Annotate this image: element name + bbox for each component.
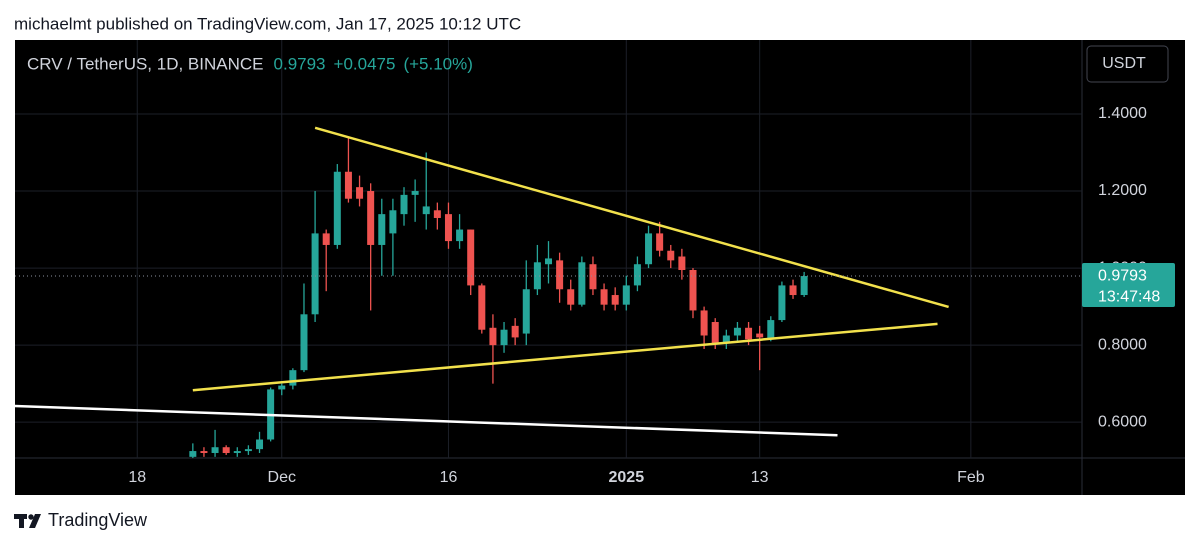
- candle-body: [589, 264, 597, 290]
- x-tick-label: 16: [440, 469, 458, 486]
- candle-body: [711, 322, 719, 344]
- y-tick-label: 1.2000: [1098, 182, 1147, 199]
- currency-label[interactable]: USDT: [1102, 55, 1146, 72]
- legend-change-percent: (+5.10%): [403, 54, 472, 73]
- candle-body: [211, 447, 219, 453]
- candle-body: [556, 260, 564, 290]
- candle-body: [311, 233, 319, 315]
- chart-background: [15, 40, 1185, 495]
- countdown-label: 13:47:48: [1098, 288, 1160, 305]
- candle-body: [500, 329, 508, 346]
- candle-body: [545, 258, 552, 265]
- trend-line: [192, 322, 938, 392]
- candle-body: [322, 233, 330, 245]
- x-tick-label: 13: [751, 469, 769, 486]
- candle-body: [533, 262, 541, 290]
- candle-body: [256, 439, 264, 450]
- legend-price: 0.9793: [274, 54, 326, 73]
- candle-body: [389, 210, 397, 234]
- grid: [15, 40, 1082, 458]
- x-tick-label: 2025: [609, 469, 645, 486]
- candle-body: [689, 269, 697, 311]
- x-tick-label: 18: [128, 469, 146, 486]
- legend-change: +0.0475: [334, 54, 396, 73]
- candle-body: [433, 210, 441, 218]
- y-tick-label: 0.8000: [1098, 336, 1147, 353]
- candle-body: [789, 285, 797, 296]
- candle-body: [189, 451, 197, 457]
- candle-body: [444, 214, 452, 242]
- candle-body: [633, 264, 641, 286]
- candle-body: [278, 385, 286, 390]
- publish-info: michaelmt published on TradingView.com, …: [14, 14, 521, 33]
- candle-body: [678, 256, 686, 270]
- brand-name: TradingView: [48, 510, 148, 530]
- candle-body: [567, 289, 575, 305]
- y-tick-label: 0.6000: [1098, 413, 1147, 430]
- y-tick-label: 1.4000: [1098, 105, 1147, 122]
- candle-body: [645, 233, 653, 265]
- trend-line: [314, 126, 949, 309]
- candle-body: [478, 285, 486, 330]
- candle-body: [333, 171, 341, 245]
- candle-body: [522, 289, 530, 334]
- candle-body: [778, 285, 786, 321]
- candle-body: [656, 233, 664, 251]
- candle-body: [356, 187, 364, 199]
- candle-body: [422, 206, 430, 215]
- candle-body: [244, 449, 252, 452]
- candle-body: [622, 285, 630, 305]
- candle-body: [300, 314, 308, 371]
- candle-body: [400, 194, 408, 215]
- candle-body: [578, 262, 586, 305]
- last-price-box: [1082, 263, 1175, 308]
- candle-body: [767, 320, 775, 340]
- candle-body: [344, 171, 352, 199]
- currency-button[interactable]: [1086, 45, 1169, 83]
- candle-body: [489, 327, 497, 346]
- candle-body: [700, 310, 708, 336]
- candle-body: [222, 447, 230, 453]
- candle-body: [378, 214, 386, 245]
- candle-body: [600, 289, 608, 305]
- candle-body: [722, 335, 730, 344]
- candle-body: [367, 191, 375, 245]
- trend-line: [15, 404, 838, 437]
- candle-body: [467, 229, 475, 286]
- symbol-label: CRV / TetherUS, 1D, BINANCE: [27, 54, 264, 73]
- candle-body: [756, 333, 764, 338]
- candle-body: [611, 295, 619, 305]
- candle-body: [745, 327, 753, 340]
- brand-logo: [14, 514, 41, 528]
- candle-body: [289, 370, 297, 386]
- candle-body: [800, 276, 808, 296]
- plot: [15, 126, 1082, 458]
- candle-body: [733, 327, 741, 336]
- candle-body: [511, 325, 519, 338]
- candle-body: [200, 451, 208, 453]
- candle-body: [233, 451, 241, 453]
- last-price-label: 0.9793: [1098, 267, 1147, 284]
- candle-body: [667, 250, 675, 261]
- x-tick-label: Dec: [268, 469, 296, 486]
- candle-body: [411, 191, 419, 195]
- x-tick-label: Feb: [957, 469, 985, 486]
- candle-body: [456, 229, 464, 242]
